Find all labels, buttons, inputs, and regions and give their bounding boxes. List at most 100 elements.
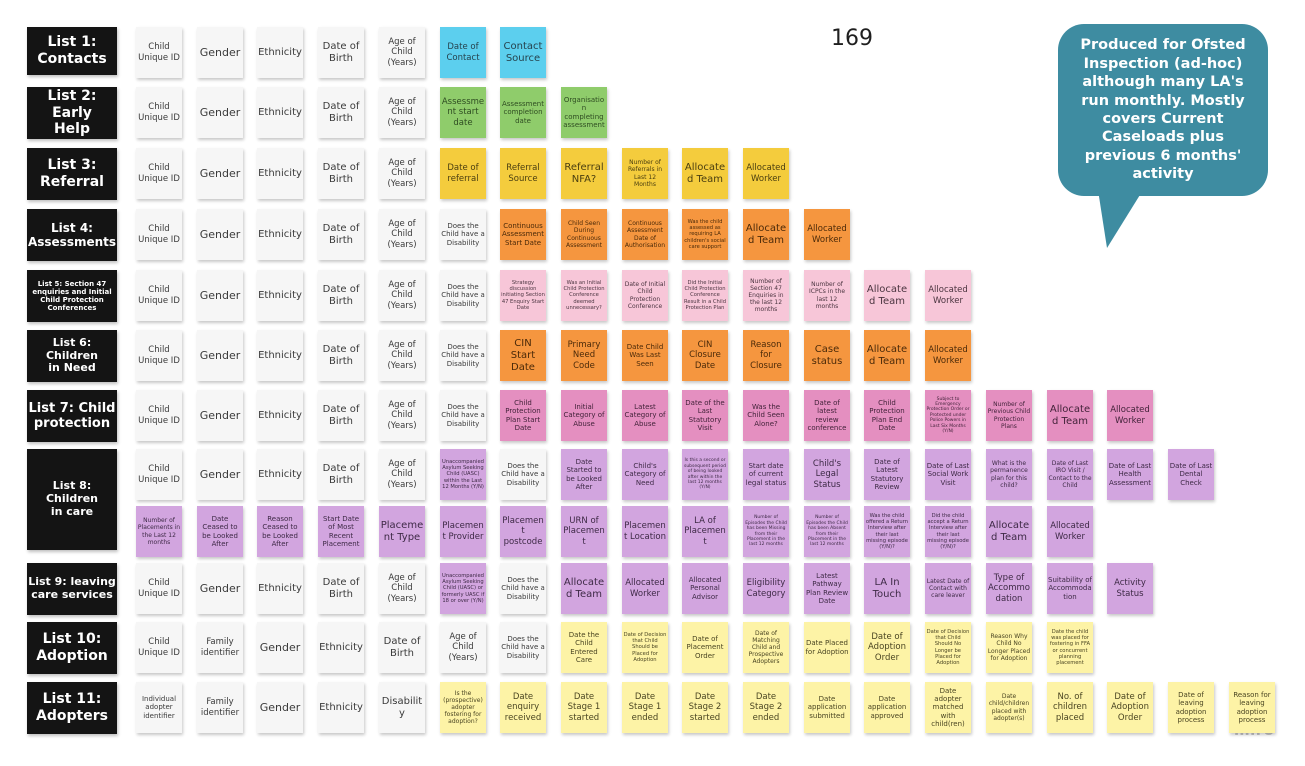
sticky-note[interactable]: Date of Adoption Order [1107,682,1153,733]
sticky-note[interactable]: Ethnicity [318,622,364,673]
sticky-note[interactable]: Age of Child (Years) [379,148,425,199]
sticky-note[interactable]: Date of Adoption Order [864,622,910,673]
sticky-note[interactable]: Age of Child (Years) [379,27,425,78]
sticky-note[interactable]: Gender [197,209,243,260]
sticky-note[interactable]: Date of Birth [318,27,364,78]
sticky-note[interactable]: Age of Child (Years) [379,87,425,138]
sticky-note[interactable]: Does the Child have a Disability [500,449,546,500]
sticky-note[interactable]: Date application approved [864,682,910,733]
sticky-note[interactable]: Date of Decision that Child Should be Pl… [622,622,668,673]
sticky-note[interactable]: CIN Closure Date [682,330,728,381]
sticky-note[interactable]: Ethnicity [257,87,303,138]
sticky-note[interactable]: Disability [379,682,425,733]
sticky-note[interactable]: Allocated Worker [925,330,971,381]
sticky-note[interactable]: Date of Birth [318,87,364,138]
sticky-note[interactable]: Start date of current legal status [743,449,789,500]
sticky-note[interactable]: Did the Initial Child Protection Confere… [682,270,728,321]
sticky-note[interactable]: Unaccompanied Asylum Seeking Child (UASC… [440,563,486,614]
sticky-note[interactable]: Date Placed for Adoption [804,622,850,673]
sticky-note[interactable]: Date of Initial Child Protection Confere… [622,270,668,321]
sticky-note[interactable]: Placement postcode [500,506,546,557]
sticky-note[interactable]: CIN Start Date [500,330,546,381]
sticky-note[interactable]: Allocated Worker [1047,506,1093,557]
sticky-note[interactable]: Date of Birth [318,563,364,614]
sticky-note[interactable]: Ethnicity [257,209,303,260]
sticky-note[interactable]: Date of Birth [318,449,364,500]
sticky-note[interactable]: Organisation completing assessment [561,87,607,138]
sticky-note[interactable]: Date Stage 2 ended [743,682,789,733]
sticky-note[interactable]: Date Ceased to be Looked After [197,506,243,557]
sticky-note[interactable]: Date of Latest Statutory Review [864,449,910,500]
sticky-note[interactable]: Age of Child (Years) [440,622,486,673]
sticky-note[interactable]: Allocated Team [682,148,728,199]
sticky-note[interactable]: Child Unique ID [136,270,182,321]
sticky-note[interactable]: Ethnicity [257,390,303,441]
sticky-note[interactable]: Date Stage 1 started [561,682,607,733]
sticky-note[interactable]: Gender [197,449,243,500]
sticky-note[interactable]: Does the Child have a Disability [500,563,546,614]
sticky-note[interactable]: Ethnicity [257,27,303,78]
sticky-note[interactable]: Date enquiry received [500,682,546,733]
sticky-note[interactable]: Activity Status [1107,563,1153,614]
sticky-note[interactable]: Was an Initial Child Protection Conferen… [561,270,607,321]
sticky-note[interactable]: Number of Section 47 Enquiries in the la… [743,270,789,321]
sticky-note[interactable]: Ethnicity [257,270,303,321]
sticky-note[interactable]: Age of Child (Years) [379,390,425,441]
sticky-note[interactable]: Ethnicity [318,682,364,733]
sticky-note[interactable]: Did the child accept a Return Interview … [925,506,971,557]
sticky-note[interactable]: Does the Child have a Disability [440,390,486,441]
sticky-note[interactable]: Was the child assessed as requiring LA c… [682,209,728,260]
sticky-note[interactable]: LA of Placement [682,506,728,557]
sticky-note[interactable]: Date of the Last Statutory Visit [682,390,728,441]
sticky-note[interactable]: Family identifier [197,622,243,673]
sticky-note[interactable]: Number of Referrals in Last 12 Months [622,148,668,199]
sticky-note[interactable]: Child Unique ID [136,390,182,441]
sticky-note[interactable]: Date of leaving adoption process [1168,682,1214,733]
sticky-note[interactable]: Placement Type [379,506,425,557]
sticky-note[interactable]: Number of Placements in the Last 12 mont… [136,506,182,557]
sticky-note[interactable]: LA In Touch [864,563,910,614]
sticky-note[interactable]: Age of Child (Years) [379,330,425,381]
sticky-note[interactable]: Allocated Team [743,209,789,260]
sticky-note[interactable]: Child Unique ID [136,209,182,260]
sticky-note[interactable]: Allocated Team [986,506,1032,557]
sticky-note[interactable]: Date of referral [440,148,486,199]
sticky-note[interactable]: Was the child offered a Return Interview… [864,506,910,557]
sticky-note[interactable]: Allocated Team [1047,390,1093,441]
sticky-note[interactable]: Suitability of Accommodation [1047,563,1093,614]
sticky-note[interactable]: Date Child Was Last Seen [622,330,668,381]
sticky-note[interactable]: Date of Birth [318,390,364,441]
sticky-note[interactable]: Was the Child Seen Alone? [743,390,789,441]
sticky-note[interactable]: Assessment start date [440,87,486,138]
sticky-note[interactable]: Subject to Emergency Protection Order or… [925,390,971,441]
sticky-note[interactable]: Child Protection Plan End Date [864,390,910,441]
sticky-note[interactable]: Date of Decision that Child Should No Lo… [925,622,971,673]
sticky-note[interactable]: Does the Child have a Disability [500,622,546,673]
sticky-note[interactable]: Primary Need Code [561,330,607,381]
sticky-note[interactable]: Is the (prospective) adopter fostering f… [440,682,486,733]
sticky-note[interactable]: Child Unique ID [136,563,182,614]
sticky-note[interactable]: Does the Child have a Disability [440,330,486,381]
sticky-note[interactable]: Referral Source [500,148,546,199]
sticky-note[interactable]: Child Protection Plan Start Date [500,390,546,441]
sticky-note[interactable]: Contact Source [500,27,546,78]
sticky-note[interactable]: Ethnicity [257,148,303,199]
sticky-note[interactable]: Latest Pathway Plan Review Date [804,563,850,614]
sticky-note[interactable]: Date the Child Entered Care [561,622,607,673]
sticky-note[interactable]: Gender [197,148,243,199]
sticky-note[interactable]: Strategy discussion initiating Section 4… [500,270,546,321]
sticky-note[interactable]: Date adopter matched with child(ren) [925,682,971,733]
sticky-note[interactable]: Child Unique ID [136,449,182,500]
sticky-note[interactable]: Number of Episodes the Child has been Ab… [804,506,850,557]
sticky-note[interactable]: Date of Birth [379,622,425,673]
sticky-note[interactable]: Gender [197,87,243,138]
sticky-note[interactable]: Child's Legal Status [804,449,850,500]
sticky-note[interactable]: Is this a second or subsequent period of… [682,449,728,500]
sticky-note[interactable]: Date of Birth [318,270,364,321]
sticky-note[interactable]: Child Unique ID [136,87,182,138]
sticky-note[interactable]: Child Unique ID [136,27,182,78]
sticky-note[interactable]: Date of Birth [318,330,364,381]
sticky-note[interactable]: Ethnicity [257,449,303,500]
sticky-note[interactable]: Does the Child have a Disability [440,270,486,321]
sticky-note[interactable]: Reason Ceased to be Looked After [257,506,303,557]
